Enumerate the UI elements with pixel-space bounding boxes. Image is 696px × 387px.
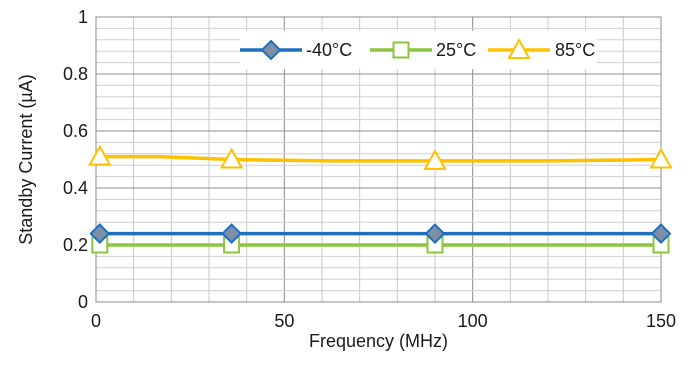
y-tick-label: 0.8 <box>63 64 88 84</box>
y-tick-label: 0 <box>78 292 88 312</box>
x-tick-label: 100 <box>458 311 488 331</box>
triangle-marker <box>423 148 447 170</box>
series--40°C <box>89 223 672 245</box>
triangle-marker <box>88 144 112 166</box>
diamond-marker <box>89 223 111 245</box>
diamond-marker <box>221 223 243 245</box>
y-tick-label: 1 <box>78 7 88 27</box>
triangle-marker <box>219 147 244 169</box>
y-tick-label: 0.6 <box>63 121 88 141</box>
x-axis-title: Frequency (MHz) <box>309 331 448 351</box>
square-marker <box>392 41 410 59</box>
y-axis-title: Standby Current (µA) <box>16 74 36 244</box>
diamond-marker <box>260 39 282 61</box>
x-axis-ticks: 0 50 100 150 <box>91 311 676 331</box>
x-tick-label: 0 <box>91 311 101 331</box>
y-tick-label: 0.2 <box>63 235 88 255</box>
x-tick-label: 150 <box>646 311 676 331</box>
legend-entry: -40°C <box>240 39 352 61</box>
diamond-marker <box>650 223 672 245</box>
triangle-marker <box>507 37 531 59</box>
legend-entry: 85°C <box>488 37 595 60</box>
series-line <box>99 154 662 163</box>
legend-entry: 25°C <box>370 40 476 60</box>
legend-label: -40°C <box>306 40 352 60</box>
series-25°C <box>91 236 670 254</box>
legend-label: 85°C <box>555 40 595 60</box>
x-tick-label: 50 <box>274 311 294 331</box>
y-tick-label: 0.4 <box>63 178 88 198</box>
series-layer <box>88 144 673 254</box>
legend: -40°C 25°C 85°C <box>240 31 597 69</box>
triangle-marker <box>649 147 673 169</box>
series-85°C <box>88 144 673 170</box>
y-axis-ticks: 0 0.2 0.4 0.6 0.8 1 <box>63 7 88 312</box>
legend-label: 25°C <box>436 40 476 60</box>
diamond-marker <box>424 223 446 245</box>
